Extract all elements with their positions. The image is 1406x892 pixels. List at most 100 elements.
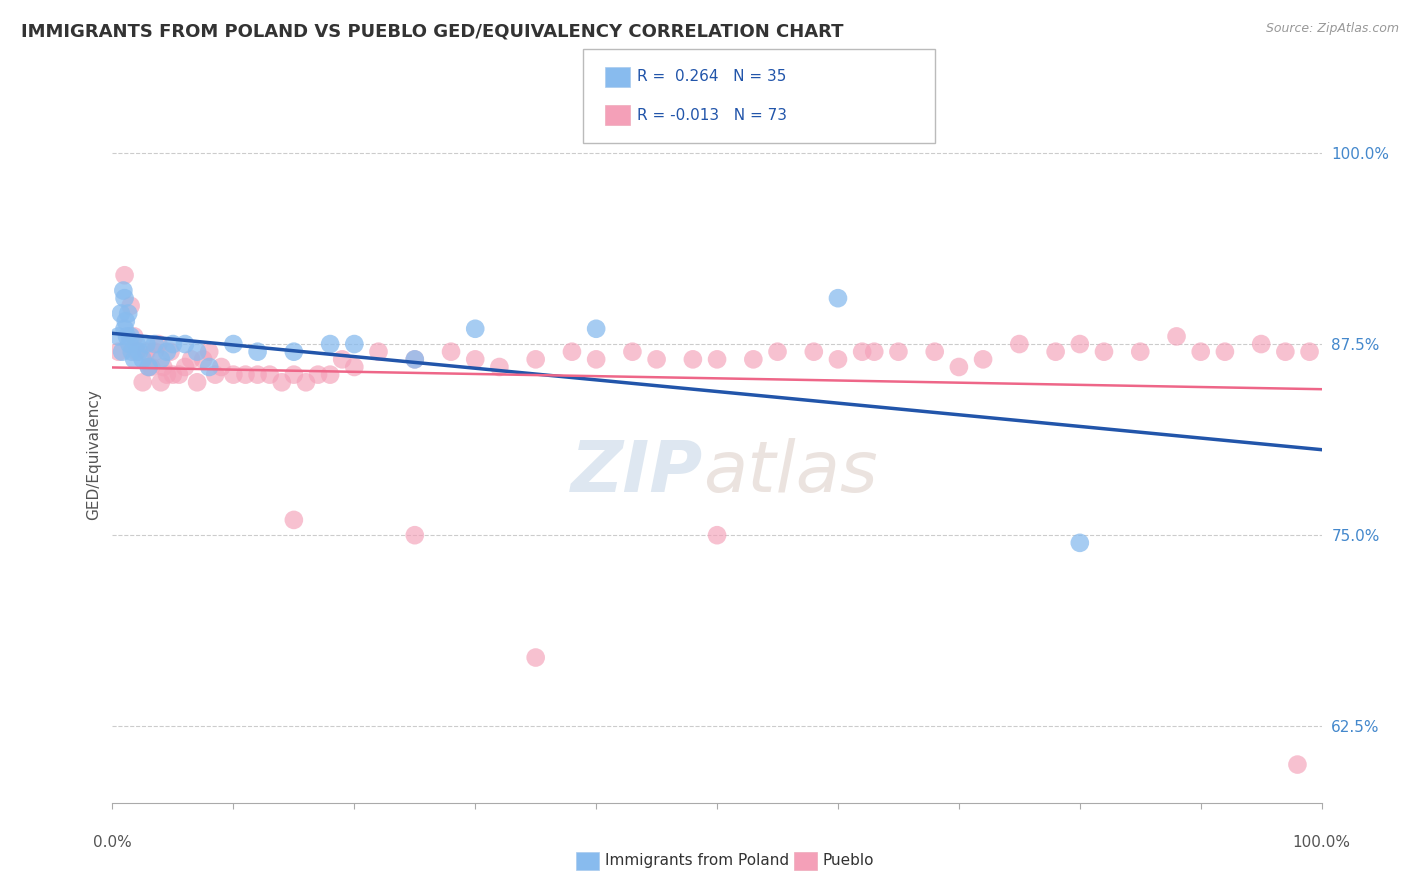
Point: [143, 337, 166, 351]
Point: [283, 368, 305, 382]
Point: [114, 291, 136, 305]
Point: [561, 344, 583, 359]
Point: [1069, 337, 1091, 351]
Point: [283, 344, 305, 359]
Point: [156, 368, 179, 382]
Point: [585, 352, 607, 367]
Point: [125, 344, 148, 359]
Point: [524, 650, 547, 665]
Point: [198, 359, 221, 374]
Point: [645, 352, 668, 367]
Point: [186, 376, 208, 390]
Point: [246, 368, 269, 382]
Point: [120, 329, 142, 343]
Point: [330, 352, 353, 367]
Text: 100.0%: 100.0%: [1292, 836, 1351, 850]
Point: [107, 329, 129, 343]
Text: Pueblo: Pueblo: [823, 854, 875, 868]
Point: [766, 344, 789, 359]
Point: [1092, 344, 1115, 359]
Point: [117, 306, 139, 320]
Point: [204, 368, 226, 382]
Point: [307, 368, 329, 382]
Point: [948, 359, 970, 374]
Point: [118, 337, 141, 351]
Point: [1166, 329, 1188, 343]
Point: [156, 344, 179, 359]
Point: [148, 337, 170, 351]
Point: [115, 329, 138, 343]
Point: [1298, 344, 1320, 359]
Point: [742, 352, 765, 367]
Point: [319, 337, 342, 351]
Text: Immigrants from Poland: Immigrants from Poland: [605, 854, 789, 868]
Text: atlas: atlas: [703, 438, 877, 508]
Point: [524, 352, 547, 367]
Point: [706, 352, 728, 367]
Point: [159, 344, 181, 359]
Point: [1286, 757, 1309, 772]
Point: [319, 368, 342, 382]
Point: [924, 344, 946, 359]
Point: [186, 344, 208, 359]
Text: 0.0%: 0.0%: [93, 836, 132, 850]
Text: R =  0.264   N = 35: R = 0.264 N = 35: [637, 70, 786, 84]
Point: [1069, 536, 1091, 550]
Point: [367, 344, 389, 359]
Point: [706, 528, 728, 542]
Point: [259, 368, 281, 382]
Point: [111, 344, 134, 359]
Point: [167, 368, 190, 382]
Point: [138, 359, 160, 374]
Point: [191, 352, 214, 367]
Point: [121, 344, 143, 359]
Point: [107, 344, 129, 359]
Point: [125, 337, 148, 351]
Point: [120, 299, 142, 313]
Point: [143, 344, 166, 359]
Point: [222, 337, 245, 351]
Point: [114, 314, 136, 328]
Point: [851, 344, 873, 359]
Point: [295, 376, 318, 390]
Point: [972, 352, 994, 367]
Point: [152, 359, 174, 374]
Point: [135, 344, 157, 359]
Point: [235, 368, 257, 382]
Text: Source: ZipAtlas.com: Source: ZipAtlas.com: [1265, 22, 1399, 36]
Point: [198, 344, 221, 359]
Point: [174, 359, 197, 374]
Point: [122, 329, 145, 343]
Point: [114, 322, 136, 336]
Y-axis label: GED/Equivalency: GED/Equivalency: [86, 390, 101, 520]
Point: [132, 376, 155, 390]
Point: [246, 344, 269, 359]
Point: [114, 268, 136, 283]
Point: [174, 337, 197, 351]
Point: [1045, 344, 1067, 359]
Point: [621, 344, 644, 359]
Point: [122, 352, 145, 367]
Point: [803, 344, 825, 359]
Point: [128, 344, 150, 359]
Point: [682, 352, 704, 367]
Point: [1129, 344, 1152, 359]
Point: [887, 344, 910, 359]
Point: [827, 352, 849, 367]
Point: [1008, 337, 1031, 351]
Point: [488, 359, 510, 374]
Point: [1274, 344, 1296, 359]
Point: [222, 368, 245, 382]
Point: [1213, 344, 1236, 359]
Point: [343, 359, 366, 374]
Point: [149, 352, 172, 367]
Point: [180, 352, 202, 367]
Point: [1250, 337, 1272, 351]
Point: [404, 352, 426, 367]
Point: [135, 337, 157, 351]
Text: ZIP: ZIP: [571, 438, 703, 508]
Point: [585, 322, 607, 336]
Point: [110, 306, 132, 320]
Point: [1189, 344, 1212, 359]
Text: R = -0.013   N = 73: R = -0.013 N = 73: [637, 108, 787, 122]
